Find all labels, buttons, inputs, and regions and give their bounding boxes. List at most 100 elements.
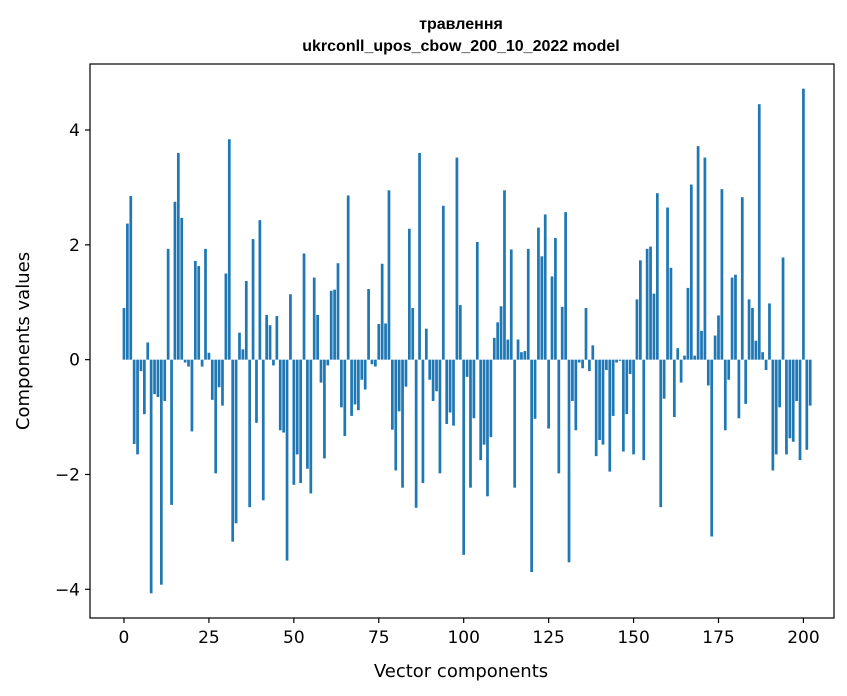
bar [465,359,469,377]
bar [380,263,384,360]
bar [618,359,622,361]
bar [584,307,588,360]
bar [258,220,262,360]
bar [329,290,333,360]
bar [221,359,224,406]
bar [312,277,316,360]
bar [401,359,404,488]
y-axis-label: Components values [13,252,34,430]
bar [469,359,472,488]
bar [132,359,136,445]
bar [455,157,459,360]
bar [805,359,809,450]
bar [238,332,241,360]
bar [340,359,343,408]
y-tick-label: 0 [69,351,80,371]
bar [622,359,625,452]
bar [159,359,163,585]
bar [601,359,605,445]
bar [683,355,686,360]
x-tick-label: 175 [702,628,734,648]
bar [394,359,398,471]
bar [475,241,479,360]
bar [788,359,792,439]
bar [754,340,758,360]
bar [265,314,269,360]
bar [458,305,462,360]
bar [659,359,663,508]
bar [170,359,173,505]
bar [251,239,255,360]
x-tick-label: 125 [532,628,564,648]
bar [774,359,778,455]
bar [489,359,493,438]
bar [149,359,153,594]
bar [272,359,275,366]
bar [241,349,245,360]
bar [275,316,279,360]
bar [255,359,258,423]
bar [363,359,367,390]
bar [336,263,340,360]
bar [639,260,642,360]
bar [261,359,265,501]
bar [176,152,180,360]
x-tick-label: 75 [368,628,390,648]
bar [591,345,595,360]
bar [122,307,126,360]
y-tick-label: −4 [55,580,80,600]
chart-title: травлення [419,16,503,33]
bar [282,359,285,433]
bar [136,359,139,455]
bar [299,359,302,484]
bar [153,359,156,395]
bar [632,359,635,455]
bar [193,260,197,360]
bar [533,359,537,419]
bar [574,359,578,431]
y-axis-ticks: −4 −2 0 2 4 [55,121,90,600]
bar [418,152,421,360]
bar [581,359,584,369]
bar [377,324,381,360]
bar [479,359,483,461]
x-tick-label: 0 [119,628,130,648]
y-tick-label: 2 [69,236,80,256]
bar [662,359,666,399]
bar [414,359,418,508]
bar [594,359,598,457]
bar [227,139,231,360]
bar [666,207,669,360]
bar [672,359,676,418]
bar [791,359,795,442]
bar [560,306,564,360]
bar [526,248,530,360]
bar [571,359,574,401]
bar [605,359,608,370]
x-tick-label: 200 [787,628,819,648]
bar [428,359,432,380]
bar [248,359,252,508]
y-tick-label: 4 [69,121,80,141]
bar [808,359,812,406]
bar [353,359,357,405]
bar [706,359,710,386]
bar [407,228,411,360]
bar [452,359,455,426]
x-tick-label: 100 [447,628,479,648]
bar [785,359,788,455]
bar [472,359,476,419]
bar [567,359,571,563]
bar [723,359,727,431]
bar [180,217,184,360]
bar [306,359,309,469]
bar [367,289,370,360]
bar [146,342,150,360]
bar [357,359,360,411]
bar [173,201,177,360]
bar [187,359,190,367]
bar [143,359,146,415]
bar [384,323,387,360]
bar [204,248,207,360]
bar [778,359,781,408]
